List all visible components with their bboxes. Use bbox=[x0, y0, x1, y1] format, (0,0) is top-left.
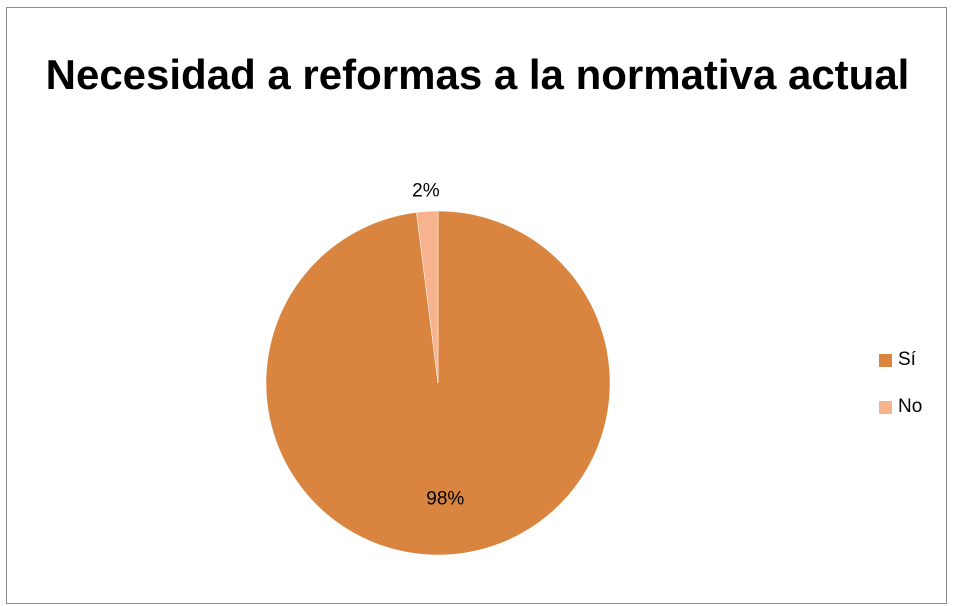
chart-frame: Necesidad a reformas a la normativa actu… bbox=[6, 7, 947, 604]
legend-item-no: No bbox=[879, 395, 945, 419]
chart-title: Necesidad a reformas a la normativa actu… bbox=[45, 51, 910, 98]
chart-legend: Sí No bbox=[879, 348, 945, 442]
legend-swatch-si bbox=[879, 353, 892, 367]
data-label-si: 98% bbox=[426, 489, 464, 510]
pie-slice-no bbox=[416, 210, 439, 384]
legend-label-no: No bbox=[898, 396, 923, 417]
legend-item-si: Sí bbox=[879, 348, 945, 372]
data-label-no: 2% bbox=[412, 180, 440, 201]
legend-label-si: Sí bbox=[898, 349, 916, 370]
legend-swatch-no bbox=[879, 400, 892, 414]
pie-chart: 98% 2% bbox=[265, 180, 611, 556]
